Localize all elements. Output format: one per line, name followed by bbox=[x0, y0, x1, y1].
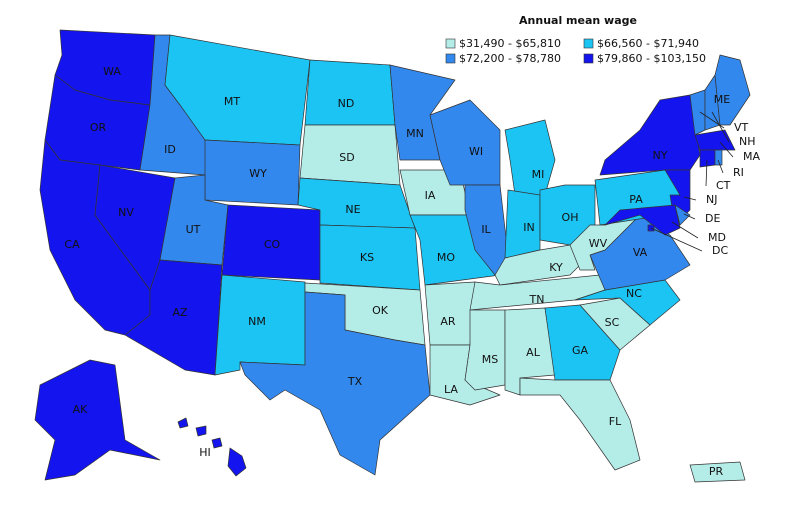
state-label: MA bbox=[743, 150, 760, 163]
state-label: VT bbox=[734, 121, 749, 134]
state-region bbox=[124, 259, 223, 376]
legend-swatch bbox=[445, 38, 456, 49]
state-label: IN bbox=[523, 221, 534, 234]
state-label: UT bbox=[186, 223, 201, 236]
state-region bbox=[177, 417, 247, 477]
state-region bbox=[694, 129, 736, 151]
state-label: MD bbox=[708, 231, 726, 244]
state-label: VA bbox=[633, 246, 648, 259]
state-region bbox=[604, 204, 681, 236]
state-label: ND bbox=[338, 97, 355, 110]
state-region bbox=[569, 214, 641, 271]
state-label: TX bbox=[347, 375, 363, 388]
state-label: AZ bbox=[172, 306, 188, 319]
state-label: TN bbox=[529, 293, 545, 306]
state-label: WA bbox=[103, 65, 121, 78]
state-label: OH bbox=[562, 211, 579, 224]
state-label: MN bbox=[406, 127, 424, 140]
state-label: CA bbox=[64, 238, 80, 251]
state-region bbox=[714, 54, 751, 126]
state-label: AK bbox=[73, 403, 89, 416]
labels: WA OR CA NV ID MT WY UT CO AZ NM ND SD NE KS OK TX MN IA MO… bbox=[64, 65, 760, 478]
state-region bbox=[544, 304, 621, 381]
legend-swatch bbox=[583, 38, 594, 49]
legend-swatch bbox=[445, 53, 456, 64]
state-label: PR bbox=[709, 465, 724, 478]
state-label: MI bbox=[532, 168, 545, 181]
leader-line bbox=[671, 221, 699, 239]
state-label: LA bbox=[444, 383, 458, 396]
state-region bbox=[714, 149, 723, 166]
state-label: OK bbox=[372, 304, 389, 317]
state-label: CT bbox=[716, 179, 731, 192]
legend-label: $66,560 - $71,940 bbox=[597, 37, 699, 50]
state-label: NV bbox=[118, 206, 134, 219]
state-label: NC bbox=[626, 287, 642, 300]
state-label: FL bbox=[609, 415, 622, 428]
state-label: WI bbox=[469, 145, 483, 158]
leader-line bbox=[717, 159, 724, 174]
leader-line bbox=[683, 213, 696, 220]
state-region bbox=[239, 291, 431, 476]
state-label: HI bbox=[199, 446, 211, 459]
state-label: SC bbox=[605, 316, 620, 329]
state-label: AR bbox=[440, 315, 456, 328]
state-label: MT bbox=[224, 95, 240, 108]
leader-line bbox=[719, 141, 734, 158]
state-region bbox=[689, 461, 746, 483]
state-label: WV bbox=[589, 237, 608, 250]
state-label: GA bbox=[572, 344, 589, 357]
state-label: NY bbox=[653, 149, 668, 162]
leader-line bbox=[650, 227, 703, 252]
state-region bbox=[34, 359, 161, 481]
state-label: MO bbox=[437, 251, 455, 264]
legend-title: Annual mean wage bbox=[519, 14, 637, 27]
state-region bbox=[599, 94, 701, 176]
state-region bbox=[424, 281, 476, 346]
state-label: IL bbox=[481, 223, 491, 236]
state-label: OR bbox=[90, 121, 107, 134]
leader-line bbox=[705, 159, 708, 187]
state-label: NH bbox=[739, 135, 756, 148]
regions bbox=[34, 29, 751, 483]
state-label: IA bbox=[425, 189, 436, 202]
state-label: KS bbox=[360, 251, 374, 264]
leader-line bbox=[683, 196, 697, 201]
state-label: ME bbox=[714, 93, 730, 106]
state-region bbox=[504, 119, 556, 196]
state-label: DC bbox=[712, 244, 728, 257]
legend-swatch bbox=[583, 53, 594, 64]
leader-line bbox=[711, 111, 730, 143]
state-label: AL bbox=[526, 346, 541, 359]
state-label: NM bbox=[248, 315, 266, 328]
state-region bbox=[464, 309, 506, 391]
state-label: WY bbox=[249, 167, 267, 180]
state-label: SD bbox=[339, 151, 354, 164]
state-region bbox=[304, 59, 396, 126]
legend-label: $79,860 - $103,150 bbox=[597, 52, 706, 65]
state-label: NJ bbox=[706, 193, 717, 206]
state-label: RI bbox=[733, 166, 744, 179]
state-label: DE bbox=[705, 212, 720, 225]
state-region bbox=[699, 149, 716, 168]
state-label: PA bbox=[629, 193, 643, 206]
legend-label: $31,490 - $65,810 bbox=[459, 37, 561, 50]
legend-label: $72,200 - $78,780 bbox=[459, 52, 561, 65]
state-label: NE bbox=[345, 203, 360, 216]
state-label: ID bbox=[164, 143, 176, 156]
legend: $31,490 - $65,810 $66,560 - $71,940 $72,20… bbox=[445, 37, 706, 65]
state-label: KY bbox=[549, 261, 563, 274]
state-label: CO bbox=[264, 238, 281, 251]
state-label: MS bbox=[482, 353, 498, 366]
state-region bbox=[519, 377, 641, 471]
